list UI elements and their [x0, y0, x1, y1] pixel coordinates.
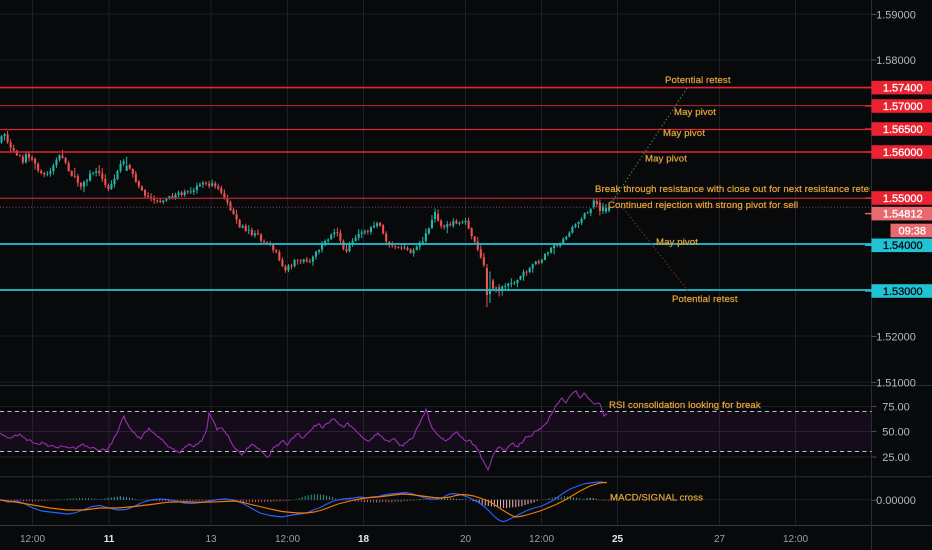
svg-text:1.52000: 1.52000 [876, 331, 916, 343]
svg-text:25: 25 [612, 534, 624, 545]
svg-text:1.55000: 1.55000 [883, 193, 923, 205]
svg-text:1.56000: 1.56000 [883, 147, 923, 159]
svg-text:Potential retest: Potential retest [665, 75, 731, 86]
svg-text:1.56500: 1.56500 [883, 124, 923, 136]
svg-text:1.54000: 1.54000 [883, 240, 923, 252]
svg-text:18: 18 [358, 534, 370, 545]
svg-text:1.59000: 1.59000 [876, 9, 916, 21]
svg-text:12:00: 12:00 [20, 534, 45, 545]
svg-text:75.00: 75.00 [882, 401, 910, 413]
svg-text:1.58000: 1.58000 [876, 55, 916, 67]
svg-text:1.54812: 1.54812 [883, 209, 923, 221]
svg-text:13: 13 [205, 534, 217, 545]
svg-text:12:00: 12:00 [783, 534, 808, 545]
svg-text:Potential retest: Potential retest [672, 294, 738, 305]
svg-text:1.51000: 1.51000 [876, 377, 916, 389]
svg-text:May pivot: May pivot [674, 107, 716, 118]
svg-text:12:00: 12:00 [275, 534, 300, 545]
svg-text:May pivot: May pivot [656, 237, 698, 248]
svg-text:11: 11 [104, 534, 115, 545]
svg-text:1.57000: 1.57000 [883, 101, 923, 113]
svg-text:Break through resistance with: Break through resistance with close out … [595, 184, 877, 195]
svg-text:1.53000: 1.53000 [883, 286, 923, 298]
svg-text:27: 27 [714, 534, 726, 545]
svg-text:RSI consolidation looking for: RSI consolidation looking for break [609, 400, 761, 411]
svg-text:MACD/SIGNAL cross: MACD/SIGNAL cross [610, 493, 703, 504]
svg-text:12:00: 12:00 [529, 534, 554, 545]
svg-text:25.00: 25.00 [882, 452, 910, 464]
svg-text:May pivot: May pivot [645, 154, 687, 165]
svg-text:0.00000: 0.00000 [876, 495, 916, 507]
svg-text:1.57400: 1.57400 [883, 83, 923, 95]
svg-text:20: 20 [460, 534, 472, 545]
svg-text:09:38: 09:38 [898, 225, 926, 237]
svg-text:Continued rejection with stron: Continued rejection with strong pivot fo… [608, 200, 798, 211]
svg-text:50.00: 50.00 [882, 426, 910, 438]
svg-text:May pivot: May pivot [663, 128, 705, 139]
